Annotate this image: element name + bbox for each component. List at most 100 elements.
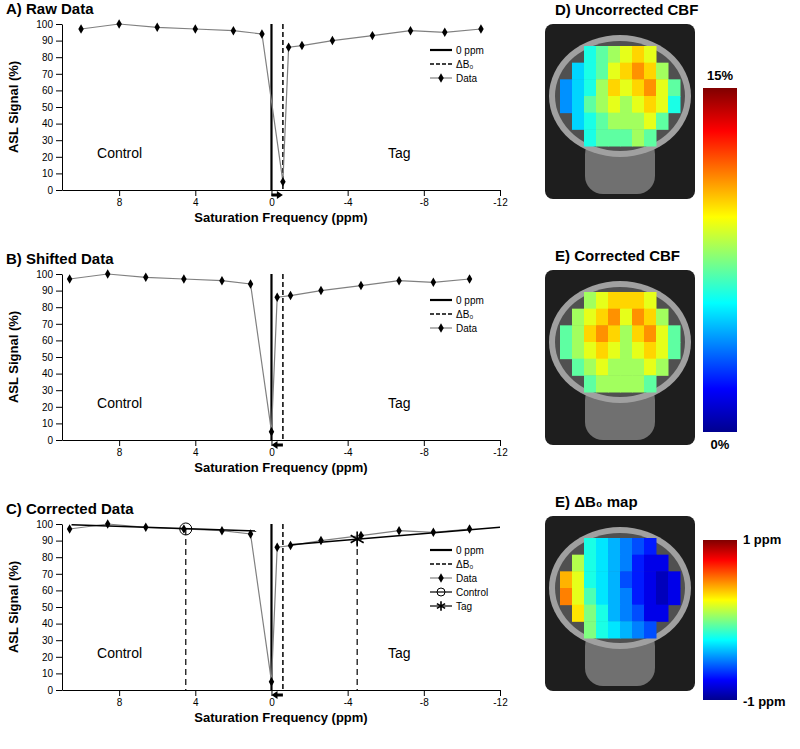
map-cell bbox=[608, 538, 621, 555]
plot-area bbox=[67, 269, 472, 440]
x-tick: -4 bbox=[344, 690, 353, 708]
legend-label: ΔB₀ bbox=[456, 559, 474, 570]
map-cell bbox=[584, 79, 597, 96]
y-tick-mark bbox=[56, 407, 62, 408]
map-cell bbox=[608, 46, 621, 63]
line-panel: C) Corrected Data840-4-8-120102030405060… bbox=[6, 500, 508, 725]
y-tick-mark bbox=[56, 140, 62, 141]
data-point bbox=[318, 536, 323, 545]
map-cell bbox=[584, 605, 597, 622]
data-point bbox=[105, 519, 110, 528]
data-point bbox=[299, 41, 304, 50]
y-tick-mark bbox=[56, 90, 62, 91]
map-cell bbox=[644, 113, 657, 130]
panel-title: A) Raw Data bbox=[6, 0, 94, 17]
x-tick-label: -12 bbox=[493, 697, 508, 708]
map-cell bbox=[608, 359, 621, 376]
map-cell bbox=[572, 63, 585, 80]
region-label: Tag bbox=[388, 395, 411, 411]
map-cell bbox=[644, 96, 657, 113]
anatomy-brain bbox=[555, 287, 685, 397]
y-tick-label: 10 bbox=[42, 418, 54, 429]
anatomy-skull bbox=[549, 281, 691, 403]
data-point bbox=[442, 28, 447, 37]
plot-area bbox=[78, 19, 483, 190]
shift-arrow-head bbox=[271, 441, 277, 449]
map-cell bbox=[584, 359, 597, 376]
legend-swatch bbox=[430, 563, 452, 565]
map-cell bbox=[596, 555, 609, 572]
y-tick-label: 90 bbox=[42, 535, 54, 546]
map-cell bbox=[656, 309, 669, 326]
map-cell bbox=[560, 571, 573, 588]
x-tick: -8 bbox=[420, 190, 429, 208]
y-tick-mark bbox=[56, 24, 62, 25]
y-tick-label: 20 bbox=[42, 402, 54, 413]
y-tick: 10 bbox=[42, 418, 62, 429]
x-tick: 0 bbox=[269, 690, 275, 708]
y-tick-label: 40 bbox=[42, 618, 54, 629]
map-cell bbox=[644, 292, 657, 309]
x-tick-mark bbox=[424, 690, 425, 696]
data-point bbox=[318, 286, 323, 295]
map-cell bbox=[644, 359, 657, 376]
panel-title: B) Shifted Data bbox=[6, 250, 114, 267]
y-tick-mark bbox=[56, 557, 62, 558]
y-tick: 30 bbox=[42, 135, 62, 146]
map-cell bbox=[584, 588, 597, 605]
y-tick-mark bbox=[56, 124, 62, 125]
x-axis-title: Saturation Frequency (ppm) bbox=[194, 460, 367, 475]
map-cell bbox=[632, 538, 645, 555]
map-cell bbox=[668, 325, 681, 342]
map-cell bbox=[584, 46, 597, 63]
data-point bbox=[288, 541, 293, 550]
x-tick-label: -4 bbox=[344, 197, 353, 208]
map-cells bbox=[560, 538, 681, 639]
map-cell bbox=[596, 96, 609, 113]
map-cell bbox=[584, 342, 597, 359]
y-tick-label: 10 bbox=[42, 168, 54, 179]
y-tick-label: 20 bbox=[42, 652, 54, 663]
anatomy-background bbox=[545, 516, 695, 691]
map-cell bbox=[620, 46, 633, 63]
x-tick: -8 bbox=[420, 440, 429, 458]
map-cell bbox=[608, 621, 621, 638]
y-tick-label: 70 bbox=[42, 569, 54, 580]
data-point bbox=[143, 273, 148, 282]
data-point bbox=[274, 292, 279, 301]
y-tick: 30 bbox=[42, 635, 62, 646]
y-tick: 50 bbox=[42, 102, 62, 113]
data-point bbox=[78, 24, 83, 33]
map-cell bbox=[572, 79, 585, 96]
panel-title: D) Uncorrected CBF bbox=[555, 1, 698, 18]
map-cell bbox=[608, 571, 621, 588]
x-tick-label: -8 bbox=[420, 447, 429, 458]
map-cell bbox=[644, 538, 657, 555]
map-panel: E) ΔB₀ map1 ppm-1 ppm bbox=[545, 493, 786, 709]
map-cell bbox=[632, 129, 645, 146]
y-tick: 60 bbox=[42, 335, 62, 346]
x-tick-mark bbox=[195, 440, 196, 446]
legend-swatch bbox=[430, 63, 452, 65]
map-cell bbox=[596, 325, 609, 342]
x-tick: 4 bbox=[193, 190, 199, 208]
y-tick-mark bbox=[56, 74, 62, 75]
y-tick-label: 70 bbox=[42, 69, 54, 80]
x-tick-label: -12 bbox=[493, 197, 508, 208]
map-cell bbox=[584, 325, 597, 342]
y-tick: 0 bbox=[47, 435, 62, 446]
map-cell bbox=[596, 359, 609, 376]
legend-swatch bbox=[430, 49, 452, 51]
x-tick: -8 bbox=[420, 690, 429, 708]
map-cell bbox=[644, 571, 657, 588]
y-tick-label: 30 bbox=[42, 385, 54, 396]
x-tick-mark bbox=[348, 440, 349, 446]
map-cell bbox=[584, 621, 597, 638]
map-cell bbox=[596, 342, 609, 359]
shift-arrow-head bbox=[277, 191, 283, 199]
map-cell bbox=[608, 309, 621, 326]
map-cell bbox=[644, 588, 657, 605]
line-panel: B) Shifted Data840-4-8-12010203040506070… bbox=[6, 250, 508, 475]
reference-line bbox=[282, 524, 284, 690]
y-axis: 0102030405060708090100 bbox=[36, 19, 62, 196]
